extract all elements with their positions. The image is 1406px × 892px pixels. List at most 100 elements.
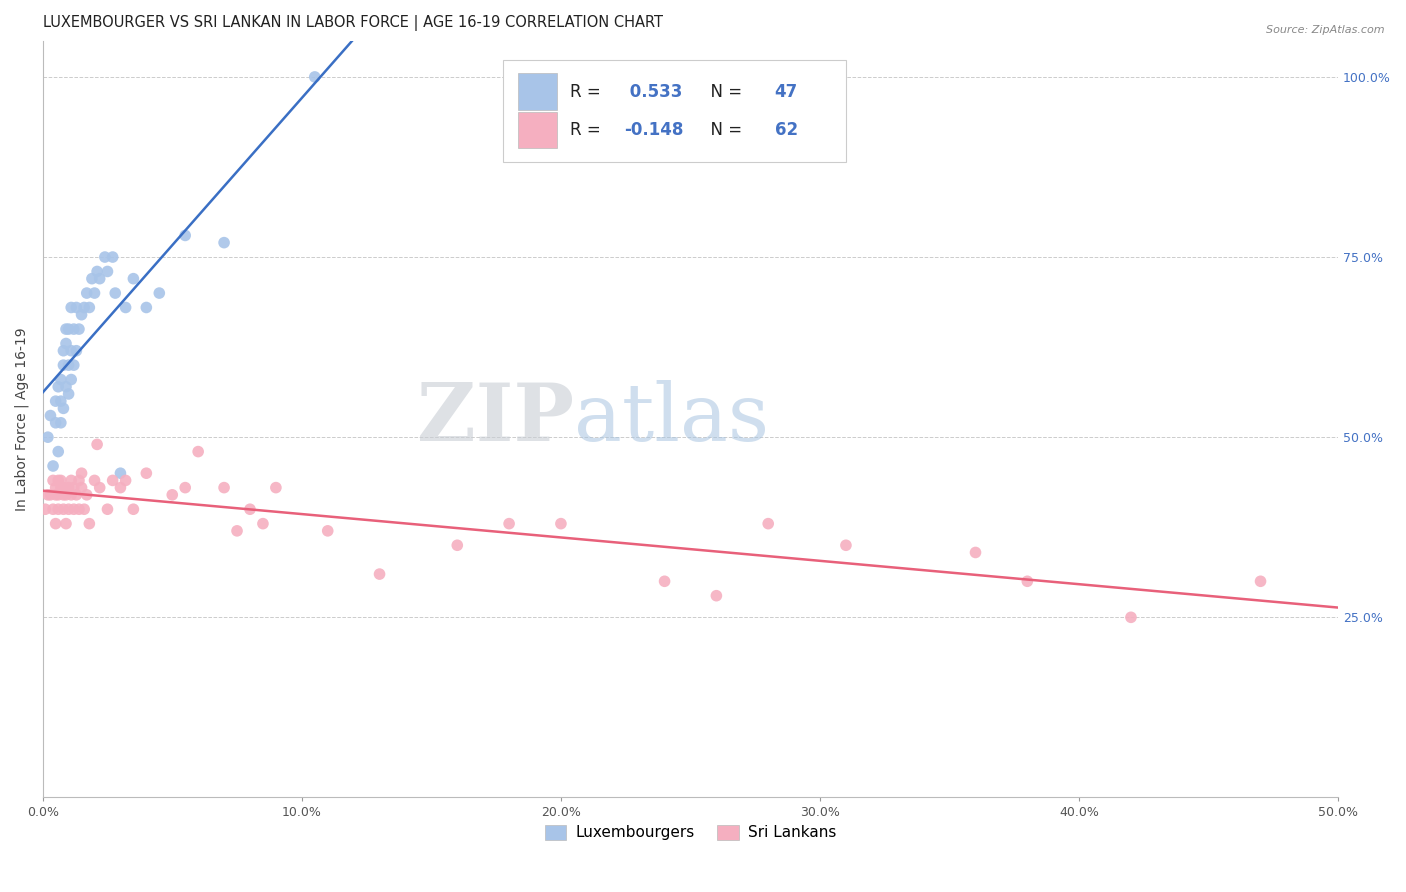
Point [55,516,77,531]
Text: N =: N = [700,83,747,101]
Point [89,271,111,285]
Text: R =: R = [569,83,606,101]
Point [46,380,69,394]
Point [49,474,72,488]
Point [52,343,75,358]
Point [45,416,67,430]
Point [52,481,75,495]
Point [110,467,132,481]
Point [60,372,83,386]
Point [76,488,98,502]
Text: -0.148: -0.148 [624,121,683,139]
Text: Source: ZipAtlas.com: Source: ZipAtlas.com [1267,25,1385,35]
Point [101,250,124,264]
Point [80,271,103,285]
Point [58,387,80,401]
Point [73,502,96,516]
Point [1119,610,1142,624]
Point [86,264,108,278]
Point [55,380,77,394]
Point [65,488,87,502]
Point [86,437,108,451]
Point [550,516,572,531]
Point [110,481,132,495]
Point [65,301,87,315]
Point [62,481,84,495]
Point [52,358,75,372]
Point [39,488,62,502]
Point [67,322,90,336]
Text: 47: 47 [775,83,799,101]
Point [304,70,326,84]
Text: ZIP: ZIP [416,380,574,458]
Point [174,481,197,495]
Bar [519,73,557,110]
Text: R =: R = [569,121,606,139]
Point [162,488,184,502]
Text: LUXEMBOURGER VS SRI LANKAN IN LABOR FORCE | AGE 16-19 CORRELATION CHART: LUXEMBOURGER VS SRI LANKAN IN LABOR FORC… [42,15,662,31]
Point [49,372,72,386]
Point [83,286,105,301]
Point [135,301,157,315]
Point [148,286,170,301]
Point [316,524,339,538]
Point [104,286,127,301]
Point [114,301,136,315]
Point [55,336,77,351]
Point [52,502,75,516]
Point [70,308,93,322]
Point [46,474,69,488]
Point [65,343,87,358]
Point [45,488,67,502]
Point [58,481,80,495]
Point [706,589,728,603]
Point [239,502,262,516]
Point [67,474,90,488]
Point [1017,574,1039,589]
Point [498,516,520,531]
Point [55,488,77,502]
Point [52,488,75,502]
Bar [519,112,557,148]
Point [62,322,84,336]
Point [49,481,72,495]
Point [135,467,157,481]
Point [756,516,779,531]
Point [187,444,209,458]
Point [46,444,69,458]
Point [89,481,111,495]
Point [37,430,59,444]
Point [55,322,77,336]
Point [45,481,67,495]
Point [73,301,96,315]
Point [212,235,235,250]
Point [42,474,65,488]
Point [70,481,93,495]
Point [60,343,83,358]
Point [446,538,468,552]
Point [60,474,83,488]
Point [70,467,93,481]
Point [60,301,83,315]
Point [114,474,136,488]
Point [1250,574,1272,589]
Text: 62: 62 [775,121,797,139]
Point [264,481,287,495]
Point [965,545,987,559]
Point [37,488,59,502]
Point [46,502,69,516]
Point [45,394,67,409]
Point [101,474,124,488]
Point [79,301,101,315]
Point [58,358,80,372]
Point [39,409,62,423]
Point [67,502,90,516]
Point [212,481,235,495]
Text: atlas: atlas [574,380,769,458]
Y-axis label: In Labor Force | Age 16-19: In Labor Force | Age 16-19 [15,327,30,511]
Point [174,228,197,243]
Point [835,538,858,552]
FancyBboxPatch shape [502,60,846,162]
Point [52,401,75,416]
Point [83,474,105,488]
